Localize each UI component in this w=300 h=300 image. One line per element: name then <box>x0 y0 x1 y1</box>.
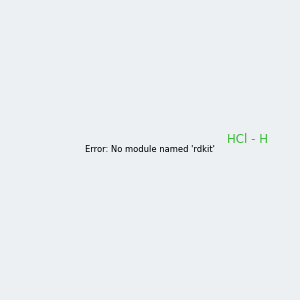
Text: Error: No module named 'rdkit': Error: No module named 'rdkit' <box>85 146 215 154</box>
Text: HCl - H: HCl - H <box>227 133 268 146</box>
